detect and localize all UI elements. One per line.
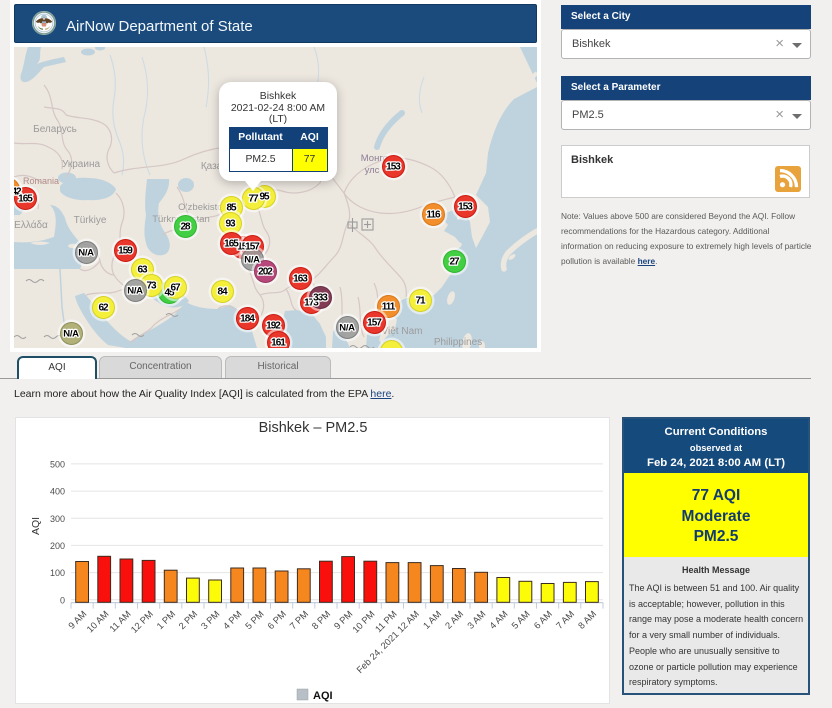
svg-text:12 PM: 12 PM: [129, 609, 155, 635]
svg-text:3 PM: 3 PM: [199, 609, 221, 631]
svg-text:Беларусь: Беларусь: [33, 124, 77, 135]
svg-text:8 PM: 8 PM: [310, 609, 332, 631]
svg-text:10 AM: 10 AM: [85, 609, 111, 635]
svg-text:0: 0: [60, 595, 65, 605]
svg-text:300: 300: [50, 514, 65, 524]
svg-text:O’zbekiston: O’zbekiston: [178, 202, 228, 213]
svg-text:1 PM: 1 PM: [155, 609, 177, 631]
svg-text:5 PM: 5 PM: [243, 609, 265, 631]
svg-text:Türkiye: Türkiye: [74, 215, 107, 226]
svg-text:6 PM: 6 PM: [266, 609, 288, 631]
svg-text:11 AM: 11 AM: [108, 609, 133, 634]
svg-text:4 AM: 4 AM: [488, 609, 510, 631]
svg-text:4 PM: 4 PM: [221, 609, 243, 631]
svg-text:Romania: Romania: [23, 176, 59, 186]
svg-text:7 AM: 7 AM: [554, 609, 576, 631]
svg-text:1 AM: 1 AM: [421, 609, 443, 631]
svg-text:6 AM: 6 AM: [532, 609, 554, 631]
svg-text:Bishkek – PM2.5: Bishkek – PM2.5: [259, 420, 368, 436]
svg-text:200: 200: [50, 541, 65, 551]
svg-text:500: 500: [50, 459, 65, 469]
svg-text:AQI: AQI: [313, 690, 333, 702]
svg-text:2 PM: 2 PM: [177, 609, 199, 631]
svg-text:7 PM: 7 PM: [288, 609, 310, 631]
svg-text:400: 400: [50, 487, 65, 497]
svg-text:улс: улс: [365, 165, 380, 176]
svg-text:10 PM: 10 PM: [351, 609, 377, 635]
svg-text:Philippines: Philippines: [434, 337, 482, 348]
svg-text:8 AM: 8 AM: [576, 609, 598, 631]
svg-text:Ελλάδα: Ελλάδα: [14, 219, 48, 231]
svg-text:AQI: AQI: [30, 517, 42, 535]
svg-text:5 AM: 5 AM: [510, 609, 532, 631]
svg-text:Украина: Украина: [62, 159, 101, 170]
svg-text:2 AM: 2 AM: [443, 609, 465, 631]
svg-text:3 AM: 3 AM: [465, 609, 487, 631]
svg-text:Việt Nam: Việt Nam: [382, 326, 423, 337]
svg-text:Монгол: Монгол: [361, 153, 393, 164]
svg-text:100: 100: [50, 568, 65, 578]
